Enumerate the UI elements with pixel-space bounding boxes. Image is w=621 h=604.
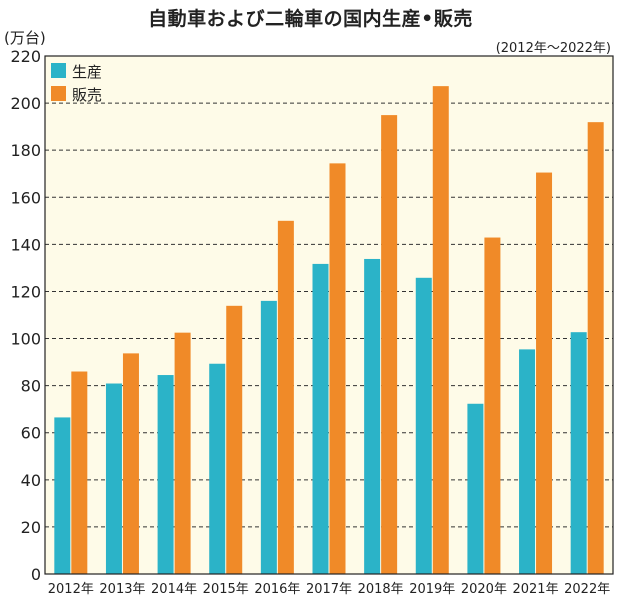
x-tick-label: 2019年 <box>409 582 455 597</box>
bar-sales <box>381 115 398 574</box>
bar-production <box>519 349 536 574</box>
bar-sales <box>174 332 191 574</box>
x-tick-label: 2016年 <box>254 582 300 597</box>
y-tick-label: 60 <box>21 424 41 443</box>
x-tick-label: 2020年 <box>461 582 507 597</box>
legend-label: 生産 <box>72 63 102 81</box>
bar-production <box>570 332 587 574</box>
x-tick-label: 2012年 <box>48 582 94 597</box>
bar-sales <box>226 305 243 574</box>
bar-production <box>415 277 432 574</box>
bar-sales <box>277 220 294 574</box>
x-tick-label: 2015年 <box>203 582 249 597</box>
y-tick-label: 120 <box>10 282 41 301</box>
bar-production <box>209 363 226 574</box>
legend-swatch <box>51 86 66 101</box>
legend-label: 販売 <box>72 86 102 104</box>
bar-production <box>157 375 174 574</box>
y-tick-label: 160 <box>10 188 41 207</box>
bar-sales <box>484 237 501 574</box>
bar-sales <box>329 163 346 574</box>
y-unit-label: (万台) <box>4 29 46 47</box>
plot-area <box>45 56 613 574</box>
y-tick-label: 0 <box>31 565 41 584</box>
x-tick-label: 2017年 <box>306 582 352 597</box>
x-tick-label: 2018年 <box>358 582 404 597</box>
bar-production <box>105 383 122 574</box>
bar-sales <box>432 86 449 574</box>
chart-title: 自動車および二輪車の国内生産•販売 <box>148 8 473 30</box>
legend-swatch <box>51 63 66 78</box>
x-tick-label: 2014年 <box>151 582 197 597</box>
y-tick-label: 220 <box>10 47 41 66</box>
y-tick-label: 40 <box>21 471 41 490</box>
y-tick-label: 140 <box>10 235 41 254</box>
x-tick-label: 2013年 <box>99 582 145 597</box>
bar-production <box>312 263 329 574</box>
x-tick-label: 2021年 <box>512 582 558 597</box>
bar-production <box>364 258 381 574</box>
y-tick-label: 20 <box>21 518 41 537</box>
y-tick-label: 180 <box>10 141 41 160</box>
bar-production <box>54 417 71 574</box>
x-tick-label: 2022年 <box>564 582 610 597</box>
bar-sales <box>587 122 604 575</box>
bar-sales <box>71 371 88 574</box>
bar-sales <box>122 353 139 574</box>
bar-production <box>467 403 484 574</box>
y-tick-label: 200 <box>10 94 41 113</box>
bar-sales <box>536 172 553 575</box>
bar-production <box>260 300 277 574</box>
y-tick-label: 80 <box>21 377 41 396</box>
y-tick-label: 100 <box>10 330 41 349</box>
year-range-label: (2012年〜2022年) <box>495 41 611 56</box>
plot-border <box>44 55 614 575</box>
